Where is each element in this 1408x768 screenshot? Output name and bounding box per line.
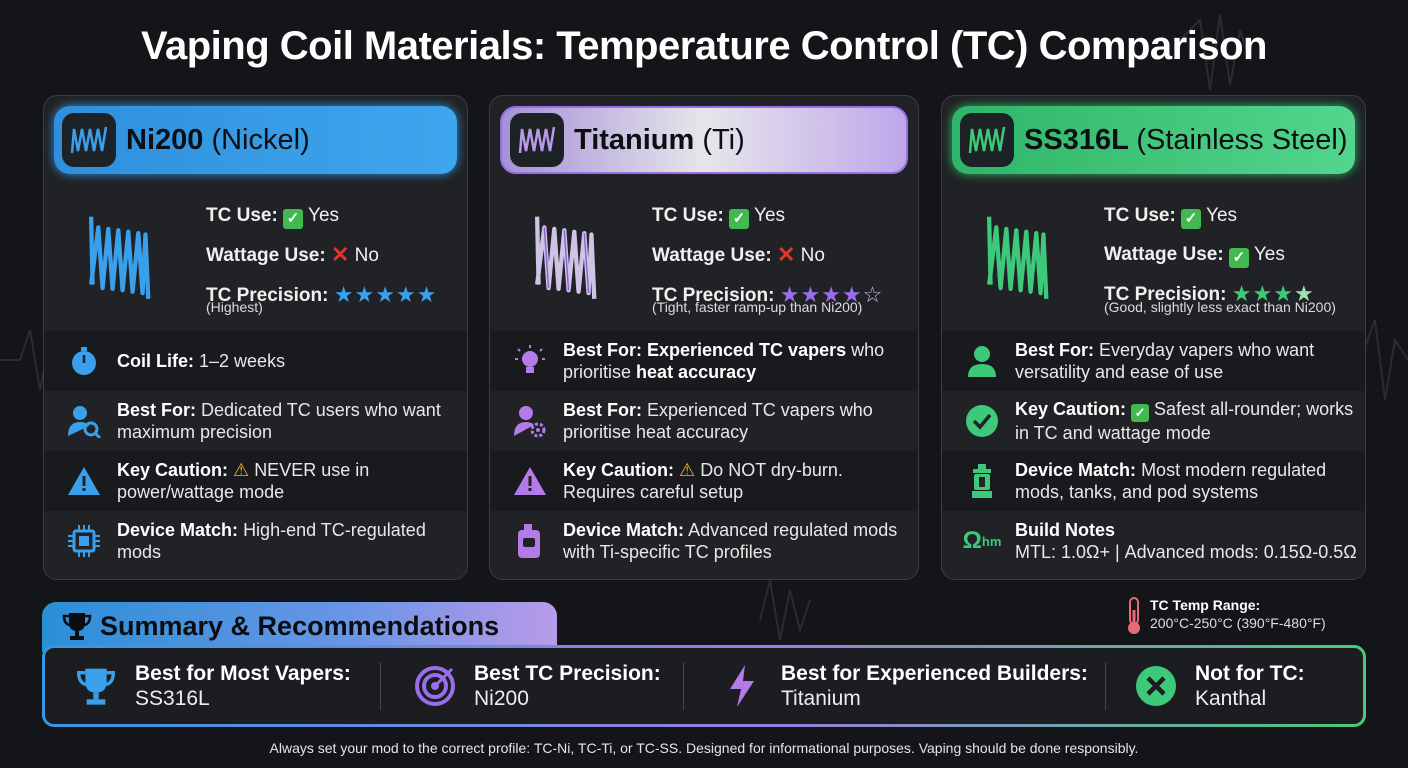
spec-block: TC Use: ✓ Yes Wattage Use: ✕ No TC Preci… — [206, 205, 438, 307]
ss316l-card: SS316L (Stainless Steel) TC Use: ✓ Yes W… — [941, 95, 1366, 580]
cross-icon: ✕ — [776, 242, 796, 267]
rating-stars: ★★★★☆ — [779, 282, 884, 307]
card-title: Ni200 (Nickel) — [126, 123, 310, 156]
cross-icon: ✕ — [330, 242, 350, 267]
summary-tab — [42, 602, 557, 652]
footer-note: Always set your mod to the correct profi… — [269, 740, 1139, 756]
row-best-for: Best For: Everyday vapers who want versa… — [942, 331, 1365, 391]
warning-icon — [64, 461, 104, 501]
summary-item-most-vapers: Best for Most Vapers: SS316L — [71, 648, 351, 724]
titanium-header: Titanium (Ti) — [500, 106, 908, 174]
row-key-caution: Key Caution: ⚠ NEVER use in power/wattag… — [44, 451, 467, 511]
user-search-icon — [64, 401, 104, 441]
row-key-caution: Key Caution: ⚠ Do NOT dry-burn. Requires… — [490, 451, 918, 511]
mod-device-icon — [510, 521, 550, 561]
page-title: Vaping Coil Materials: Temperature Contr… — [141, 24, 1267, 68]
precision-note: (Tight, faster ramp-up than Ni200) — [652, 299, 863, 315]
trophy-icon — [62, 611, 92, 646]
temp-range: TC Temp Range: 200°C-250°C (390°F-480°F) — [1124, 596, 1326, 636]
row-coil-life: Coil Life: 1–2 weeks — [44, 331, 467, 391]
precision-note: (Good, slightly less exact than Ni200) — [1104, 299, 1336, 315]
check-icon: ✓ — [1228, 248, 1249, 268]
coil-illustration — [89, 216, 151, 299]
divider — [1105, 662, 1106, 710]
card-title: SS316L (Stainless Steel) — [1024, 123, 1348, 156]
ni200-header: Ni200 (Nickel) — [54, 106, 457, 174]
rating-stars: ★★★★★ — [333, 282, 438, 307]
ni200-card: Ni200 (Nickel) TC Use: ✓ Yes Wattage Use… — [43, 95, 468, 580]
row-device-match: Device Match: High-end TC-regulated mods — [44, 511, 467, 571]
summary-item-not-tc: Not for TC: Kanthal — [1131, 648, 1305, 724]
spec-block: TC Use: ✓ Yes Wattage Use: ✕ No TC Preci… — [652, 205, 884, 307]
check-icon: ✓ — [1181, 209, 1202, 229]
tank-icon — [962, 461, 1002, 501]
lightning-icon — [717, 661, 767, 711]
titanium-card: Titanium (Ti) TC Use: ✓ Yes Wattage Use:… — [489, 95, 919, 580]
card-title: Titanium (Ti) — [574, 123, 745, 156]
row-device-match: Device Match: Advanced regulated mods wi… — [490, 511, 918, 571]
summary-item-builders: Best for Experienced Builders: Titanium — [717, 648, 1088, 724]
coil-illustration — [535, 216, 597, 299]
check-circle-icon — [962, 401, 1002, 441]
summary-title: Summary & Recommendations — [100, 611, 500, 641]
stopwatch-icon — [64, 341, 104, 381]
coil-icon — [960, 113, 1014, 167]
x-circle-icon — [1131, 661, 1181, 711]
row-best-for-2: Best For: Experienced TC vapers who prio… — [490, 391, 918, 451]
row-best-for-1: Best For: Experienced TC vapers who prio… — [490, 331, 918, 391]
coil-illustration — [987, 216, 1049, 299]
thermometer-icon — [1128, 597, 1140, 634]
divider — [380, 662, 381, 710]
lightbulb-icon — [510, 341, 550, 381]
summary-item-precision: Best TC Precision: Ni200 — [410, 648, 661, 724]
check-icon: ✓ — [283, 209, 304, 229]
row-best-for: Best For: Dedicated TC users who want ma… — [44, 391, 467, 451]
user-icon — [962, 341, 1002, 381]
check-icon: ✓ — [729, 209, 750, 229]
spec-block: TC Use: ✓ Yes Wattage Use: ✓ Yes TC Prec… — [1104, 205, 1315, 306]
row-device-match: Device Match: Most modern regulated mods… — [942, 451, 1365, 511]
trophy-icon — [71, 661, 121, 711]
warning-icon — [510, 461, 550, 501]
divider — [683, 662, 684, 710]
rating-stars: ★★★★ — [1231, 281, 1315, 306]
precision-note: (Highest) — [206, 299, 263, 315]
coil-icon — [510, 113, 564, 167]
target-icon — [410, 661, 460, 711]
chip-icon — [64, 521, 104, 561]
summary-box: Best for Most Vapers: SS316L Best TC Prec… — [42, 645, 1366, 727]
user-gear-icon — [510, 401, 550, 441]
ss316l-header: SS316L (Stainless Steel) — [952, 106, 1355, 174]
coil-icon — [62, 113, 116, 167]
row-key-caution: Key Caution: ✓ Safest all-rounder; works… — [942, 391, 1365, 451]
